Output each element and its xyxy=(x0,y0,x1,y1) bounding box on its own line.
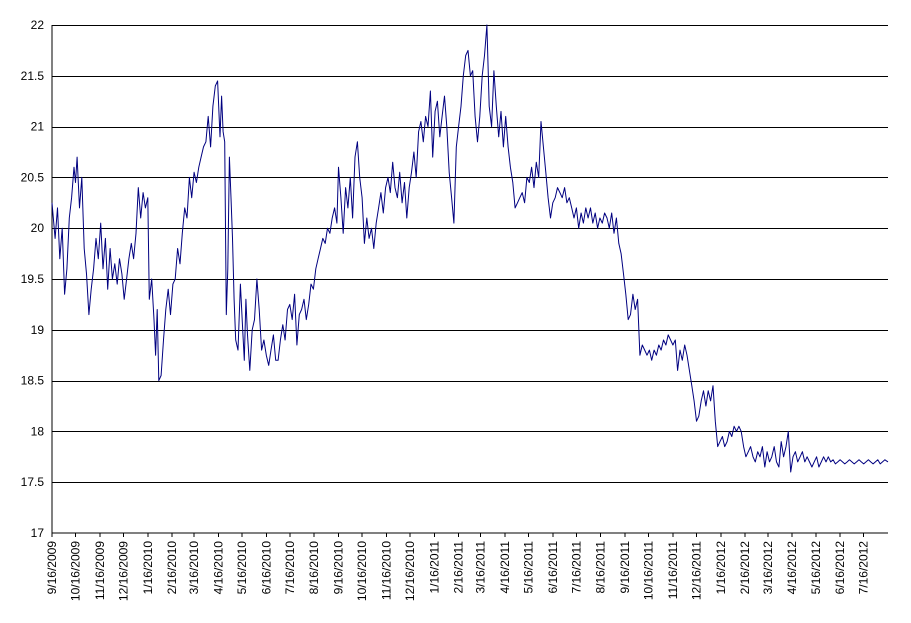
x-tick-label: 4/16/2011 xyxy=(498,541,512,594)
x-tick-label: 4/16/2010 xyxy=(211,541,225,595)
x-tick-label: 12/16/2011 xyxy=(689,541,703,600)
x-tick-label: 9/16/2011 xyxy=(618,541,632,594)
y-tick-label: 19 xyxy=(31,323,45,337)
y-tick-label: 22 xyxy=(31,18,45,32)
y-tick-label: 21.5 xyxy=(21,69,45,83)
y-tick-label: 20.5 xyxy=(21,170,45,184)
y-tick-label: 19.5 xyxy=(21,272,45,286)
y-tick-label: 18 xyxy=(31,424,45,438)
y-tick-label: 21 xyxy=(31,120,45,134)
horizontal-gridlines xyxy=(52,25,888,483)
x-tick-label: 3/16/2011 xyxy=(474,541,488,594)
x-tick-label: 7/16/2010 xyxy=(283,541,297,595)
y-tick-label: 20 xyxy=(31,221,45,235)
x-tick-label: 1/16/2011 xyxy=(427,541,441,594)
x-tick-label: 8/16/2011 xyxy=(594,541,608,594)
x-tick-label: 11/16/2011 xyxy=(666,541,680,600)
x-tick-label: 1/16/2012 xyxy=(714,541,728,595)
x-tick-label: 3/16/2010 xyxy=(187,541,201,595)
x-tick-label: 6/16/2011 xyxy=(546,541,560,594)
x-tick-label: 7/16/2012 xyxy=(857,541,871,595)
x-tick-label: 6/16/2010 xyxy=(259,541,273,595)
x-tick-label: 1/16/2010 xyxy=(141,541,155,595)
x-tick-label: 12/16/2009 xyxy=(116,541,130,601)
x-tick-label: 5/16/2012 xyxy=(809,541,823,595)
axes xyxy=(51,25,888,534)
x-tick-label: 6/16/2012 xyxy=(833,541,847,595)
x-tick-label: 7/16/2011 xyxy=(569,541,583,594)
x-tick-label: 5/16/2011 xyxy=(521,541,535,594)
x-tick-label: 10/16/2010 xyxy=(355,541,369,601)
x-axis-tick-labels: 9/16/2009 10/16/2009 11/16/2009 12/16/2009 1… xyxy=(45,533,871,601)
y-tick-label: 18.5 xyxy=(21,374,45,388)
series-line xyxy=(51,24,889,473)
x-tick-label: 8/16/2010 xyxy=(307,541,321,595)
y-tick-label: 17 xyxy=(31,526,45,540)
x-tick-label: 2/16/2010 xyxy=(165,541,179,595)
x-tick-label: 10/16/2009 xyxy=(69,541,83,601)
series-layer xyxy=(51,24,889,473)
x-tick-label: 4/16/2012 xyxy=(785,541,799,595)
x-tick-label: 9/16/2010 xyxy=(332,541,346,595)
x-tick-label: 3/16/2012 xyxy=(761,541,775,595)
y-axis-tick-labels: 17 17.5 18 18.5 19 19.5 20 20.5 21 21.5 22 xyxy=(21,18,45,540)
y-tick-label: 17.5 xyxy=(21,475,45,489)
x-tick-label: 12/16/2010 xyxy=(403,541,417,601)
x-tick-label: 2/16/2011 xyxy=(452,541,466,594)
x-tick-label: 11/16/2009 xyxy=(93,541,107,600)
x-tick-label: 10/16/2011 xyxy=(642,541,656,600)
x-tick-label: 2/16/2012 xyxy=(738,541,752,595)
x-tick-label: 11/16/2010 xyxy=(379,541,393,600)
x-tick-label: 9/16/2009 xyxy=(45,541,59,595)
x-tick-label: 5/16/2010 xyxy=(235,541,249,595)
